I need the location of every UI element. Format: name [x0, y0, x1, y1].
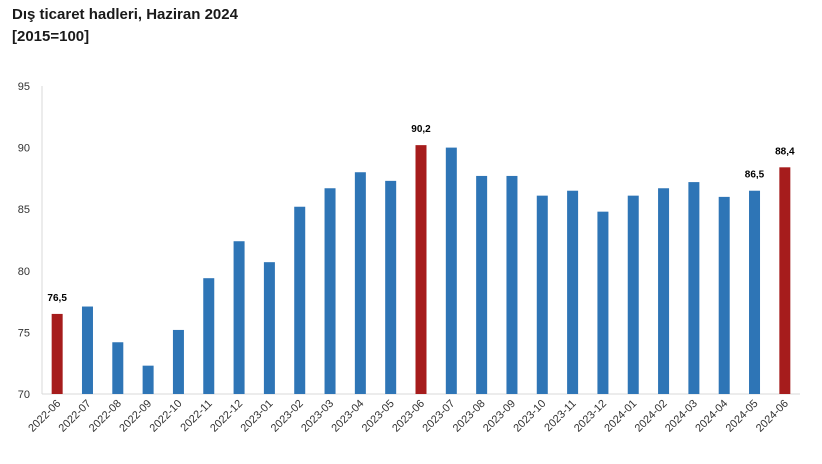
data-label: 76,5: [47, 293, 67, 304]
bar: [506, 175, 518, 394]
bar: [324, 188, 336, 394]
bar: [233, 241, 245, 394]
x-tick-label: 2022-06: [26, 398, 63, 435]
y-tick-label: 95: [18, 81, 30, 93]
x-tick-label: 2023-02: [269, 398, 306, 435]
bar: [536, 195, 548, 394]
x-tick-label: 2024-06: [754, 398, 791, 435]
bar: [385, 180, 397, 394]
x-tick-label: 2022-09: [117, 398, 154, 435]
bar: [263, 262, 275, 394]
y-tick-label: 70: [18, 389, 30, 401]
bar: [51, 313, 63, 394]
bar: [354, 172, 366, 394]
y-tick-label: 80: [18, 266, 30, 278]
x-tick-label: 2024-05: [724, 398, 761, 435]
data-label: 86,5: [745, 170, 765, 181]
x-tick-label: 2022-08: [87, 398, 124, 435]
x-tick-label: 2024-02: [633, 398, 670, 435]
bar: [688, 182, 700, 394]
bar: [597, 211, 609, 394]
x-tick-label: 2023-01: [238, 398, 275, 435]
bar: [658, 188, 670, 394]
y-tick-label: 90: [18, 143, 30, 155]
chart-subtitle: [2015=100]: [12, 28, 90, 45]
bar: [749, 190, 761, 394]
x-tick-label: 2023-04: [329, 398, 366, 435]
bar: [142, 365, 154, 394]
data-label: 90,2: [411, 124, 431, 135]
bar: [294, 206, 306, 394]
bar: [445, 147, 457, 394]
y-tick-label: 75: [18, 327, 30, 339]
chart-title-block: Dış ticaret hadleri, Haziran 2024 [2015=…: [12, 4, 238, 48]
x-tick-label: 2023-08: [451, 398, 488, 435]
y-tick-label: 85: [18, 204, 30, 216]
x-tick-label: 2022-07: [57, 398, 94, 435]
bar: [718, 196, 730, 394]
bar: [567, 190, 579, 394]
data-label: 88,4: [775, 146, 795, 157]
x-tick-label: 2023-09: [481, 398, 518, 435]
bar: [476, 175, 488, 394]
x-tick-label: 2023-10: [511, 398, 548, 435]
x-tick-label: 2024-03: [663, 398, 700, 435]
bar: [203, 278, 215, 394]
x-tick-label: 2024-04: [693, 398, 730, 435]
chart-title: Dış ticaret hadleri, Haziran 2024: [12, 6, 238, 23]
bar: [627, 195, 639, 394]
x-tick-label: 2024-01: [602, 398, 639, 435]
bar: [81, 306, 93, 394]
x-tick-label: 2023-06: [390, 398, 427, 435]
x-tick-label: 2023-12: [572, 398, 609, 435]
x-tick-label: 2023-05: [360, 398, 397, 435]
bar: [415, 145, 427, 394]
bar: [172, 329, 184, 394]
x-tick-label: 2022-12: [208, 398, 245, 435]
bar: [112, 342, 124, 394]
x-tick-label: 2023-07: [420, 398, 457, 435]
bar: [779, 167, 791, 394]
x-tick-label: 2023-03: [299, 398, 336, 435]
x-tick-label: 2022-10: [148, 398, 185, 435]
